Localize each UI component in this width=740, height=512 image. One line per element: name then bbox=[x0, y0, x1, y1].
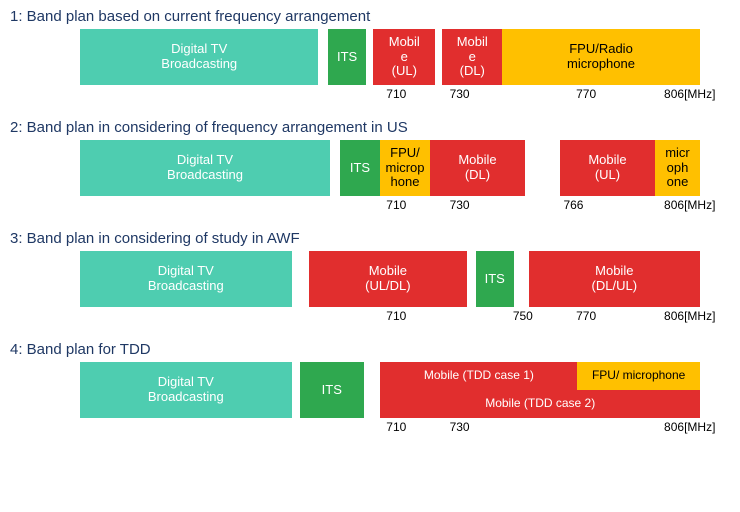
band-track: Digital TV Broadcasting ITSMobil e (UL)Mo… bbox=[80, 29, 700, 105]
band-block: ITS bbox=[340, 140, 380, 196]
band-block: ITS bbox=[476, 251, 514, 307]
band-plan: 1: Band plan based on current frequency … bbox=[10, 8, 730, 105]
band-plan: 4: Band plan for TDD Digital TV Broadcast… bbox=[10, 341, 730, 438]
axis-ticks: 710750770806[MHz] bbox=[80, 309, 700, 327]
band-row: Digital TV BroadcastingITSFPU/ microp ho… bbox=[80, 140, 700, 196]
band-block: Mobile (UL/DL) bbox=[309, 251, 468, 307]
band-track: Digital TV BroadcastingITS Mobile (TDD ca… bbox=[80, 362, 700, 438]
band-block: ITS bbox=[328, 29, 366, 85]
axis-tick: 750 bbox=[513, 309, 533, 323]
band-block: Digital TV Broadcasting bbox=[80, 251, 292, 307]
band-plan: 2: Band plan in considering of frequency… bbox=[10, 119, 730, 216]
axis-tick: 806[MHz] bbox=[664, 198, 715, 212]
axis-tick: 730 bbox=[450, 87, 470, 101]
axis-tick: 806[MHz] bbox=[664, 87, 715, 101]
band-block: FPU/ microp hone bbox=[380, 140, 430, 196]
band-block: FPU/Radio microphone bbox=[502, 29, 700, 85]
band-block: Mobile (UL) bbox=[560, 140, 655, 196]
band-block: Mobil e (DL) bbox=[442, 29, 502, 85]
band-block: Mobile (TDD case 1) bbox=[380, 362, 577, 390]
axis-tick: 710 bbox=[386, 420, 406, 434]
axis-ticks: 710730766806[MHz] bbox=[80, 198, 700, 216]
band-block: Digital TV Broadcasting bbox=[80, 362, 292, 418]
axis-tick: 710 bbox=[386, 309, 406, 323]
band-block: FPU/ microphone bbox=[577, 362, 700, 390]
band-block: Mobile (DL/UL) bbox=[529, 251, 700, 307]
band-track: Digital TV BroadcastingITSFPU/ microp ho… bbox=[80, 140, 700, 216]
band-block: Mobile (DL) bbox=[430, 140, 525, 196]
band-block: ITS bbox=[300, 362, 363, 418]
band-row: Digital TV BroadcastingITS Mobile (TDD ca… bbox=[80, 362, 700, 418]
plan-title: 3: Band plan in considering of study in … bbox=[10, 230, 730, 247]
axis-tick: 766 bbox=[563, 198, 583, 212]
axis-ticks: 710730806[MHz] bbox=[80, 420, 700, 438]
axis-ticks: 710730770806[MHz] bbox=[80, 87, 700, 105]
band-block: Mobil e (UL) bbox=[373, 29, 435, 85]
axis-tick: 770 bbox=[576, 87, 596, 101]
plan-title: 4: Band plan for TDD bbox=[10, 341, 730, 358]
band-plan: 3: Band plan in considering of study in … bbox=[10, 230, 730, 327]
axis-tick: 710 bbox=[386, 198, 406, 212]
plan-title: 2: Band plan in considering of frequency… bbox=[10, 119, 730, 136]
band-block: Digital TV Broadcasting bbox=[80, 140, 330, 196]
axis-tick: 730 bbox=[450, 420, 470, 434]
band-track: Digital TV Broadcasting Mobile (UL/DL)ITS… bbox=[80, 251, 700, 327]
band-row: Digital TV Broadcasting Mobile (UL/DL)ITS… bbox=[80, 251, 700, 307]
axis-tick: 710 bbox=[386, 87, 406, 101]
band-row: Digital TV Broadcasting ITSMobil e (UL)Mo… bbox=[80, 29, 700, 85]
axis-tick: 730 bbox=[450, 198, 470, 212]
band-block: Mobile (TDD case 2) bbox=[380, 390, 700, 418]
plan-title: 1: Band plan based on current frequency … bbox=[10, 8, 730, 25]
axis-tick: 806[MHz] bbox=[664, 309, 715, 323]
axis-tick: 806[MHz] bbox=[664, 420, 715, 434]
band-block: Digital TV Broadcasting bbox=[80, 29, 318, 85]
band-block: micr oph one bbox=[655, 140, 700, 196]
axis-tick: 770 bbox=[576, 309, 596, 323]
